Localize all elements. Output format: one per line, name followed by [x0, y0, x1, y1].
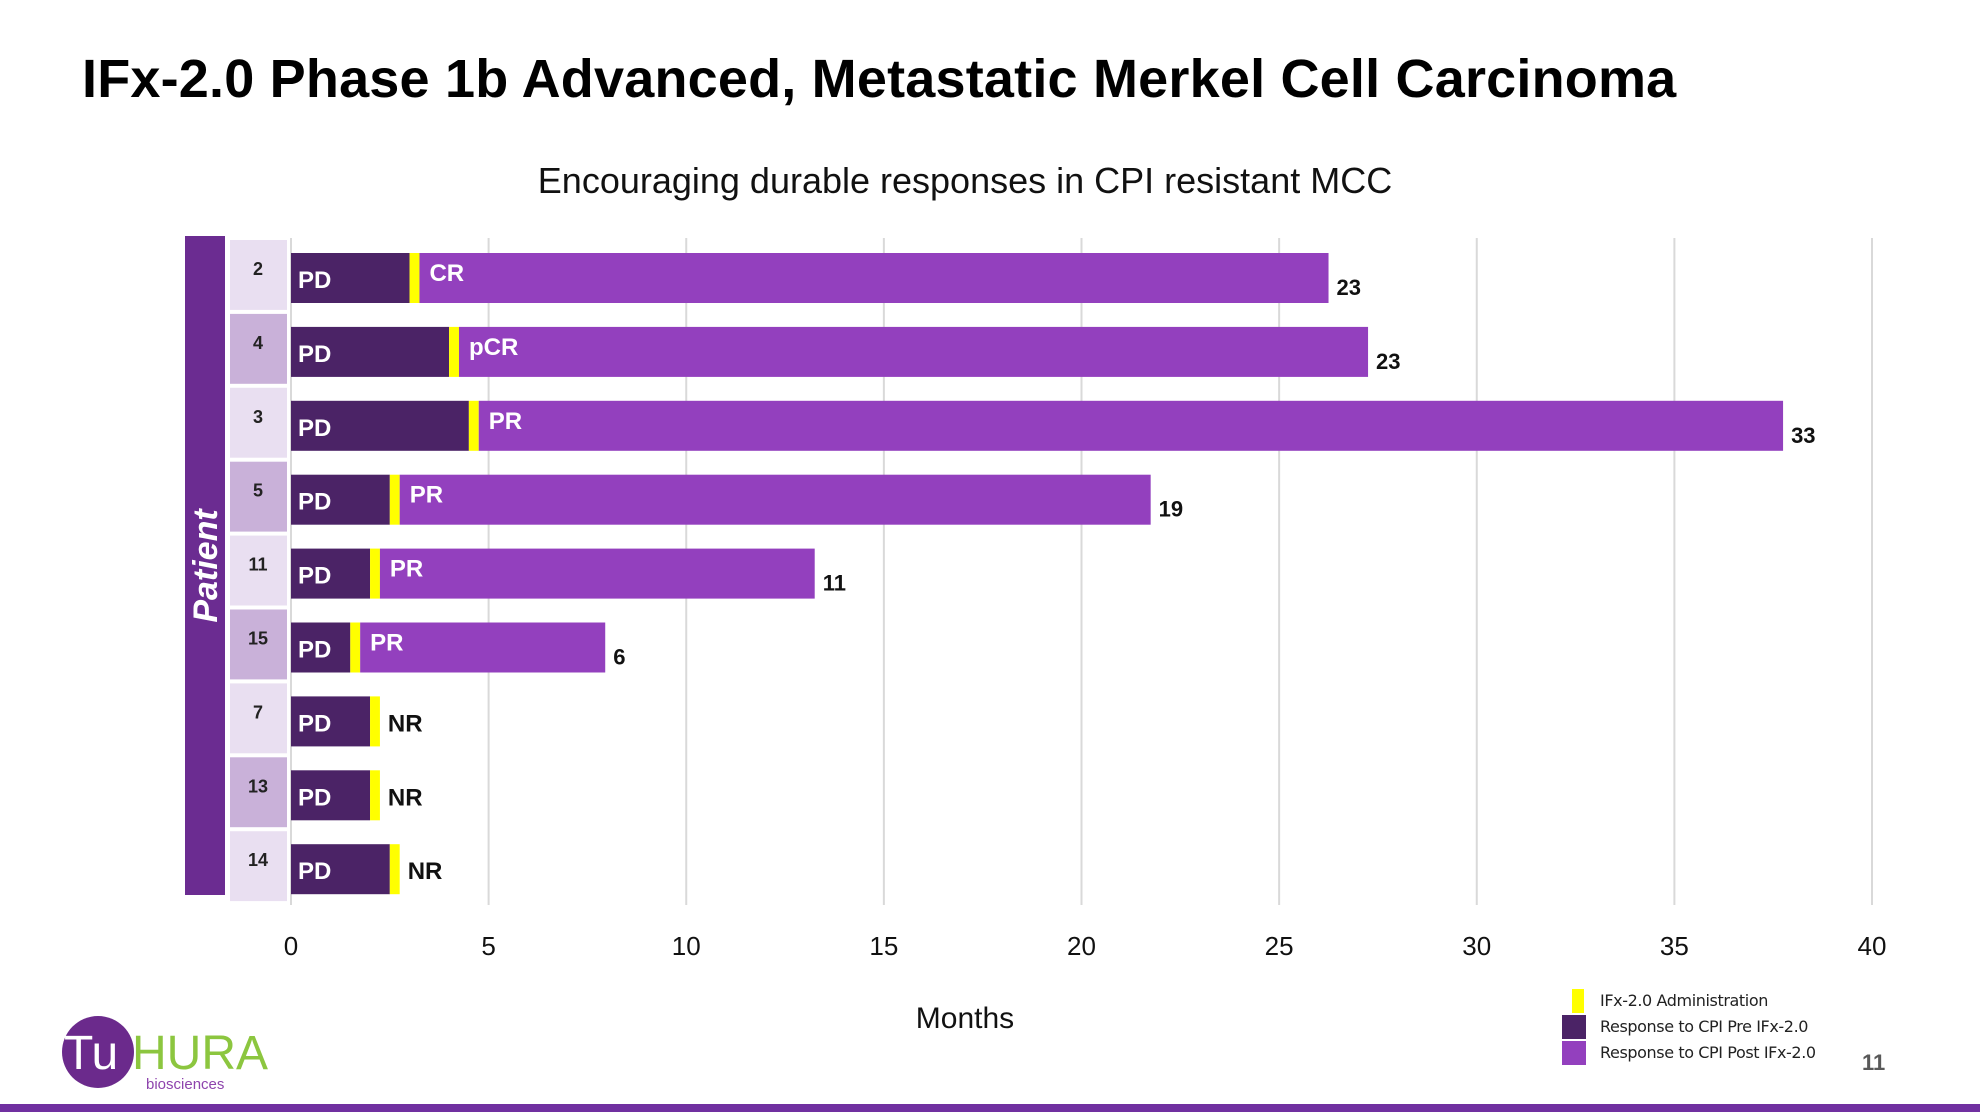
bar-post: [458, 326, 1369, 377]
bar-end-label: 19: [1159, 497, 1183, 522]
bar-post-label: PR: [370, 630, 403, 657]
x-tick-label: 10: [672, 931, 701, 961]
bar-pre: [291, 474, 390, 525]
tuhura-logo: Tu HURA biosciences: [62, 1016, 268, 1093]
bar-pre: [291, 844, 390, 895]
bar-pre: [291, 770, 371, 821]
bar-pre: [291, 696, 371, 747]
patient-cell: [230, 609, 287, 680]
bar-end-label: 11: [823, 571, 846, 596]
bar-pre-label: PD: [298, 563, 331, 590]
legend-label-pre: Response to CPI Pre IFx-2.0: [1600, 1017, 1809, 1036]
x-tick-label: 40: [1858, 931, 1887, 961]
slide-number: 11: [1862, 1050, 1886, 1075]
bar-administration: [468, 400, 479, 451]
x-tick-label: 5: [481, 931, 495, 961]
bar-pre-label: PD: [298, 341, 331, 368]
patient-id-label: 3: [253, 407, 263, 427]
bar-post-label: NR: [388, 710, 423, 737]
patient-cell: [230, 757, 287, 828]
bar-post-label: pCR: [469, 334, 518, 361]
bar-pre: [291, 400, 469, 451]
bar-pre-label: PD: [298, 637, 331, 664]
patient-cell: [230, 535, 287, 606]
patient-id-label: 13: [248, 776, 268, 796]
legend-swatch-administration: [1572, 989, 1584, 1013]
x-tick-label: 15: [869, 931, 898, 961]
bar-administration: [370, 696, 380, 747]
bar-administration: [370, 548, 380, 599]
patient-band: [185, 236, 225, 895]
bar-pre: [291, 326, 450, 377]
patient-cell: [230, 387, 287, 458]
bar-end-label: 23: [1376, 349, 1400, 374]
bar-pre-label: PD: [298, 858, 331, 885]
patient-id-label: 15: [248, 629, 268, 649]
bar-post: [399, 474, 1151, 525]
legend-label-administration: IFx-2.0 Administration: [1600, 991, 1768, 1010]
bar-post-label: PR: [390, 556, 423, 583]
bar-post: [419, 253, 1329, 303]
bar-post: [379, 548, 815, 599]
bar-post-label: NR: [388, 784, 423, 811]
bar-post: [360, 622, 606, 673]
bar-post-label: CR: [429, 260, 464, 287]
legend-swatch-pre: [1562, 1015, 1586, 1039]
patient-cell: [230, 313, 287, 384]
patient-cell: [230, 683, 287, 754]
bar-post-label: PR: [410, 482, 443, 509]
bar-pre-label: PD: [298, 489, 331, 516]
logo-sub: biosciences: [146, 1076, 224, 1093]
logo-circle: [62, 1016, 134, 1088]
chart-subtitle: Encouraging durable responses in CPI res…: [537, 160, 1393, 201]
bar-pre-label: PD: [298, 784, 331, 811]
bar-post-label: PR: [489, 408, 522, 435]
bar-pre-label: PD: [298, 415, 331, 442]
bar-pre-label: PD: [298, 710, 331, 737]
x-axis-label: Months: [916, 1002, 1014, 1035]
logo-hura: HURA: [132, 1027, 268, 1080]
logo-tu: Tu: [64, 1027, 118, 1080]
patient-id-label: 5: [253, 481, 263, 501]
bar-pre: [291, 548, 371, 599]
bar-administration: [370, 770, 380, 821]
footer-line: [0, 1104, 1980, 1112]
patient-id-label: 4: [253, 333, 263, 353]
y-axis-label: Patient: [187, 508, 225, 623]
patient-id-label: 14: [248, 850, 268, 870]
x-tick-label: 25: [1265, 931, 1294, 961]
patient-cell: [230, 831, 287, 902]
legend-label-post: Response to CPI Post IFx-2.0: [1600, 1043, 1816, 1062]
bar-administration: [389, 844, 400, 895]
patient-id-label: 7: [253, 702, 263, 722]
patient-cell: [230, 240, 287, 310]
x-tick-label: 20: [1067, 931, 1096, 961]
bar-pre-label: PD: [298, 267, 331, 294]
bar-end-label: 23: [1337, 275, 1361, 300]
x-tick-label: 35: [1660, 931, 1689, 961]
slide-title: IFx-2.0 Phase 1b Advanced, Metastatic Me…: [82, 49, 1677, 109]
bar-pre: [291, 253, 410, 303]
x-tick-label: 0: [284, 931, 298, 961]
bar-end-label: 6: [613, 645, 625, 670]
bar-post: [478, 400, 1784, 451]
bar-administration: [449, 326, 459, 377]
bar-post-label: NR: [408, 858, 443, 885]
patient-cell: [230, 461, 287, 532]
patient-id-label: 11: [248, 555, 267, 575]
bar-pre: [291, 622, 351, 673]
bar-administration: [389, 474, 400, 525]
bar-end-label: 33: [1791, 423, 1815, 448]
bar-administration: [350, 622, 361, 673]
bar-administration: [409, 253, 420, 303]
x-tick-label: 30: [1462, 931, 1491, 961]
legend-swatch-post: [1562, 1041, 1586, 1065]
patient-id-label: 2: [253, 259, 263, 279]
